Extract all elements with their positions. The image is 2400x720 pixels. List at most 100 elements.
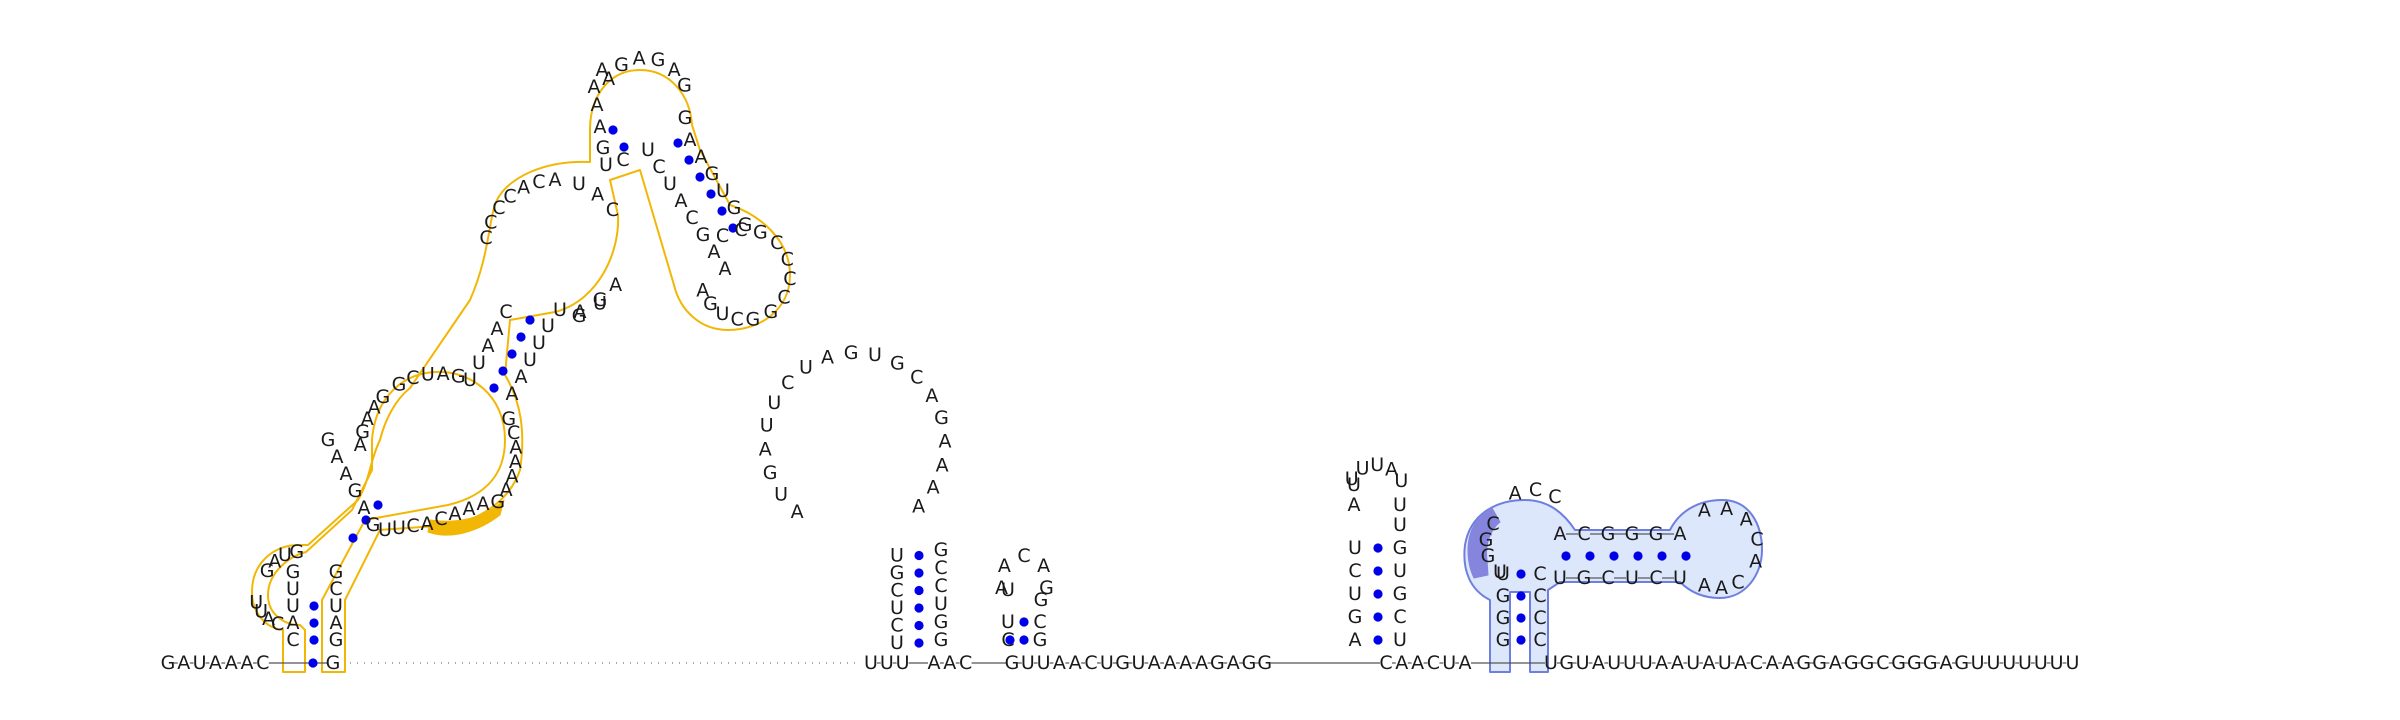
- nucleotide-143: U: [553, 299, 567, 321]
- nucleotide-48: U: [1718, 652, 1732, 674]
- nucleotide-198: G: [934, 539, 949, 561]
- nucleotide-134: A: [517, 176, 530, 198]
- base-pair-dot-22: [914, 603, 924, 613]
- nucleotide-229: A: [1349, 629, 1362, 651]
- base-pair-dot-3: [309, 601, 319, 611]
- nucleotide-259: C: [1486, 513, 1499, 535]
- nucleotide-44: A: [1655, 652, 1668, 674]
- nucleotide-249: G: [1496, 607, 1511, 629]
- nucleotide-125: U: [523, 349, 537, 371]
- nucleotide-145: G: [593, 289, 608, 311]
- nucleotide-236: G: [1393, 583, 1408, 605]
- nucleotide-227: A: [1037, 555, 1050, 577]
- nucleotide-92: A: [340, 463, 353, 485]
- nucleotide-178: C: [781, 249, 794, 271]
- nucleotide-38: G: [1559, 652, 1574, 674]
- nucleotide-23: A: [1148, 652, 1161, 674]
- nucleotide-257: G: [1481, 545, 1496, 567]
- nucleotide-60: G: [1907, 652, 1922, 674]
- nucleotide-163: A: [675, 190, 688, 212]
- nucleotide-80: G: [329, 561, 344, 583]
- nucleotide-76: G: [329, 629, 344, 651]
- nucleotide-13: C: [959, 652, 972, 674]
- nucleotide-7: G: [326, 652, 341, 674]
- nucleotide-86: U: [254, 600, 268, 622]
- nucleotide-129: U: [541, 315, 555, 337]
- nucleotide-42: U: [1623, 652, 1637, 674]
- nucleotide-181: G: [763, 301, 778, 323]
- nucleotide-82: A: [268, 551, 281, 573]
- nucleotide-158: G: [677, 75, 692, 97]
- nucleotide-68: U: [2034, 652, 2048, 674]
- nucleotide-99: C: [434, 508, 447, 530]
- nucleotide-176: G: [753, 222, 768, 244]
- nucleotide-94: G: [321, 429, 336, 451]
- nucleotide-269: U: [1553, 567, 1567, 589]
- nucleotide-3: A: [209, 652, 222, 674]
- nucleotide-199: A: [912, 496, 925, 518]
- nucleotide-20: U: [1100, 652, 1114, 674]
- nucleotide-101: A: [463, 498, 476, 520]
- nucleotide-250: G: [1496, 585, 1511, 607]
- nucleotide-81: G: [260, 560, 275, 582]
- nucleotide-279: A: [1749, 551, 1762, 573]
- nucleotide-52: A: [1782, 652, 1795, 674]
- nucleotide-189: U: [890, 597, 904, 619]
- nucleotide-235: C: [1393, 606, 1406, 628]
- base-pair-dot-10: [516, 332, 526, 342]
- nucleotide-64: U: [1971, 652, 1985, 674]
- nucleotide-2: U: [193, 652, 207, 674]
- nucleotide-120: U: [463, 369, 477, 391]
- nucleotide-103: G: [392, 373, 407, 395]
- nucleotide-263: A: [1554, 523, 1567, 545]
- nucleotide-228: G: [1039, 577, 1054, 599]
- nucleotide-10: U: [896, 652, 910, 674]
- nucleotide-58: C: [1876, 652, 1889, 674]
- nucleotide-182: G: [745, 308, 760, 330]
- base-pair-dot-0: [308, 658, 318, 668]
- nucleotide-57: G: [1860, 652, 1875, 674]
- nucleotide-111: A: [368, 396, 381, 418]
- nucleotide-127: U: [532, 332, 546, 354]
- nucleotide-277: A: [1740, 509, 1753, 531]
- base-pair-dot-35: [1516, 613, 1526, 623]
- nucleotide-225: A: [998, 555, 1011, 577]
- nucleotide-114: C: [507, 422, 520, 444]
- nucleotide-210: U: [799, 357, 813, 379]
- nucleotide-214: A: [759, 439, 772, 461]
- nucleotide-162: U: [663, 173, 677, 195]
- nucleotide-117: A: [506, 466, 519, 488]
- nucleotide-121: A: [506, 383, 519, 405]
- nucleotide-273: C: [1649, 567, 1662, 589]
- nucleotide-274: U: [1673, 567, 1687, 589]
- nucleotide-219: U: [1001, 611, 1015, 633]
- nucleotide-83: U: [278, 544, 292, 566]
- nucleotide-45: A: [1671, 652, 1684, 674]
- nucleotide-73: U: [286, 595, 300, 617]
- nucleotide-239: U: [1393, 514, 1407, 536]
- base-pair-dot-23: [914, 585, 924, 596]
- nucleotide-157: A: [668, 59, 681, 81]
- nucleotide-226: C: [1017, 545, 1030, 567]
- nucleotide-211: C: [781, 372, 794, 394]
- nucleotide-187: U: [890, 632, 904, 654]
- nucleotide-159: G: [678, 107, 693, 129]
- nucleotide-40: A: [1592, 652, 1605, 674]
- base-pair-dot-6: [373, 500, 383, 510]
- nucleotide-138: A: [591, 183, 604, 205]
- nucleotide-113: G: [501, 408, 516, 430]
- nucleotide-4: A: [225, 652, 238, 674]
- nucleotide-148: U: [599, 154, 613, 176]
- nucleotide-85: U: [249, 591, 263, 613]
- nucleotide-152: A: [596, 59, 609, 81]
- nucleotide-147: G: [596, 137, 611, 159]
- base-pair-dot-40: [1609, 551, 1619, 561]
- nucleotide-93: A: [331, 446, 344, 468]
- nucleotide-202: A: [938, 431, 951, 453]
- base-pair-dot-16: [695, 172, 705, 182]
- nucleotide-70: U: [2065, 652, 2079, 674]
- nucleotide-21: G: [1115, 652, 1130, 674]
- base-pair-dot-19: [728, 223, 738, 233]
- nucleotide-63: G: [1954, 652, 1969, 674]
